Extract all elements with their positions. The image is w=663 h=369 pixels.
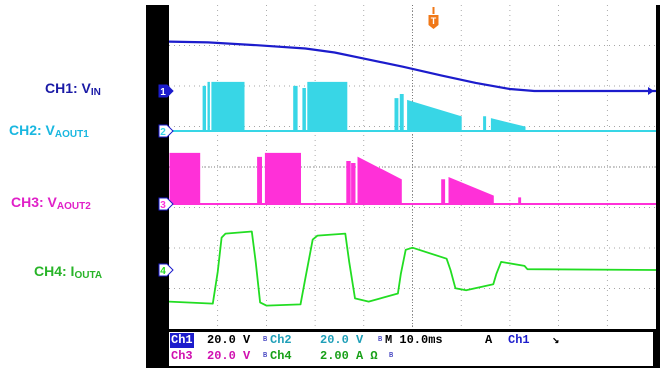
marker-tag: [158, 84, 174, 98]
ch2-pulse: [293, 85, 298, 132]
ch2-pulse: [307, 81, 348, 132]
marker-number: 3: [160, 200, 166, 211]
trigger-slope: ↘: [552, 333, 560, 347]
ch2-ground-marker: 2: [158, 124, 174, 138]
ch1-trace: [168, 40, 656, 93]
ch1-label: CH1: VIN: [45, 80, 101, 98]
traces: [168, 40, 657, 307]
trigger-mode: A: [485, 333, 493, 347]
trigger-marker-text: T: [431, 16, 437, 26]
ch2-pulse: [211, 81, 245, 132]
marker-number: 1: [160, 87, 166, 98]
marker-tag: [158, 197, 174, 211]
ch4-bw-mark: B: [263, 352, 268, 360]
ch2-scale: 20.0 V: [320, 333, 364, 347]
timebase: M 10.0ms: [385, 333, 443, 347]
trigger-source: Ch1: [508, 333, 530, 347]
ch2-pulse: [399, 94, 404, 132]
ch1-scale: 20.0 V: [207, 333, 251, 347]
ch4-indicator: Ch4: [270, 349, 292, 363]
ch3-pulse: [448, 176, 494, 205]
ch2-indicator: Ch2: [270, 333, 292, 347]
ch2-pulse: [394, 98, 399, 132]
marker-number: 4: [160, 266, 166, 277]
ch3-scale: 20.0 V: [207, 349, 251, 363]
ch2-pulse: [490, 118, 526, 132]
waveform-plot: 1 2 3 4 T: [158, 5, 657, 329]
ch2-pulse: [407, 99, 462, 132]
ch3-pulse: [518, 197, 522, 205]
ch3-label: CH3: VAOUT2: [11, 194, 91, 212]
ch3-pulse: [357, 156, 402, 205]
ch2-pulse: [202, 85, 206, 132]
trigger-level-marker: [648, 87, 654, 95]
ch3-pulse: [441, 179, 446, 205]
oscilloscope-screen: 1 2 3 4 T Ch1 20.0 V B Ch2 20.0 V B M 10.0ms…: [146, 5, 660, 368]
ch3-bw-mark: B: [378, 336, 383, 344]
channel-markers: 1 2 3 4 T: [158, 7, 654, 277]
ch3-pulse: [351, 163, 356, 205]
status-bar: Ch1 20.0 V B Ch2 20.0 V B M 10.0ms A Ch1…: [169, 332, 653, 366]
ch2-pulse: [207, 81, 210, 132]
marker-number: 2: [160, 127, 166, 138]
ch2-pulse: [302, 88, 306, 132]
ch4-scale: 2.00 A Ω: [320, 349, 378, 363]
ch2-pulse: [483, 116, 487, 132]
marker-tag: [158, 263, 174, 277]
ch3-pulse: [169, 152, 201, 205]
impedance-bw-mark: B: [389, 352, 394, 360]
ch1-indicator: Ch1: [170, 333, 194, 348]
ch3-ground-marker: 3: [158, 197, 174, 211]
ch3-indicator: Ch3: [171, 349, 193, 363]
ch1-ground-marker: 1: [158, 84, 174, 98]
ch2-label: CH2: VAOUT1: [9, 122, 89, 140]
ch4-ground-marker: 4: [158, 263, 174, 277]
ch3-pulse: [257, 156, 262, 205]
ch4-trace: [168, 230, 657, 307]
ch3-pulse: [264, 152, 301, 205]
marker-tag: [158, 124, 174, 138]
trigger-marker: T: [428, 7, 439, 29]
ch4-label: CH4: IOUTA: [34, 263, 103, 281]
ch2-bw-mark: B: [263, 336, 268, 344]
trigger-marker-shape: [428, 15, 439, 29]
ch3-pulse: [346, 161, 351, 205]
